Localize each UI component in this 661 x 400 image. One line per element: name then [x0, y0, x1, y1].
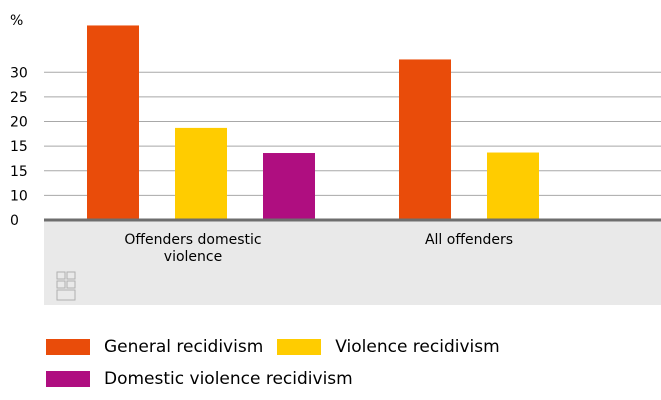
x-category-label: All offenders [425, 232, 513, 248]
y-tick-label: 30 [10, 65, 28, 81]
bar-2-2 [487, 152, 539, 220]
legend: General recidivism Violence recidivism D… [46, 336, 646, 400]
bar-2-1 [175, 127, 227, 220]
category-band [44, 220, 661, 305]
y-tick-label: 15 [10, 139, 28, 155]
y-tick-label: 20 [10, 115, 28, 131]
legend-row-2: Domestic violence recidivism [46, 368, 646, 390]
legend-row-1: General recidivism Violence recidivism [46, 336, 646, 358]
bar-chart: 0 10 15 15 20 25 30 Offenders domestic violence… [10, 13, 661, 305]
y-tick-label: 10 [10, 188, 28, 204]
legend-swatch-violence [277, 339, 322, 355]
y-unit-label: % [10, 13, 23, 29]
x-category-label: Offenders domestic violence [124, 232, 261, 265]
legend-label-violence: Violence recidivism [335, 337, 500, 357]
bar-3-1 [263, 153, 315, 220]
legend-label-domestic: Domestic violence recidivism [104, 369, 353, 389]
bar-1-2 [399, 59, 451, 220]
bar-1-1 [87, 25, 139, 221]
y-tick-label: 15 [10, 164, 28, 180]
legend-label-general: General recidivism [104, 337, 264, 357]
legend-swatch-domestic [46, 371, 90, 387]
legend-item-violence: Violence recidivism [277, 337, 500, 357]
legend-swatch-general [46, 339, 90, 355]
legend-item-general: General recidivism [46, 337, 263, 357]
y-tick-label: 25 [10, 90, 28, 106]
y-tick-label: 0 [10, 213, 19, 229]
logo-icon [56, 271, 76, 301]
legend-item-domestic: Domestic violence recidivism [46, 369, 353, 389]
